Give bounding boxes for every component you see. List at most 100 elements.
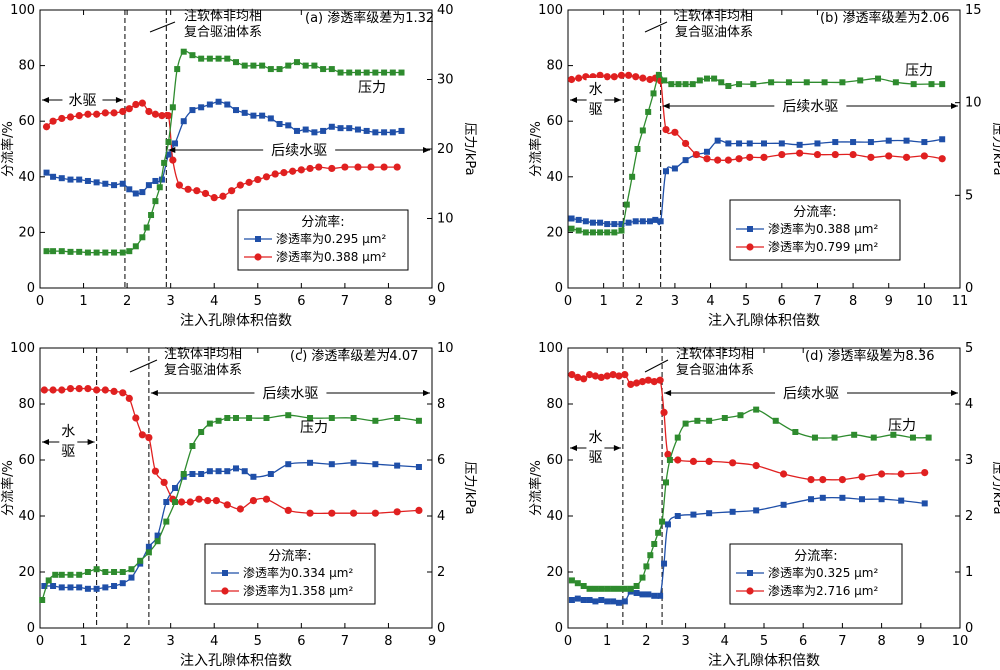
data-point	[398, 69, 405, 76]
data-point	[367, 163, 375, 171]
data-point	[164, 112, 173, 120]
x-tick-label: 6	[297, 294, 305, 309]
x-tick-label: 9	[885, 294, 893, 309]
y-left-tick-label: 20	[18, 565, 35, 580]
data-point	[725, 140, 732, 147]
data-point	[184, 185, 192, 193]
data-point	[328, 415, 335, 421]
data-point	[910, 81, 917, 88]
data-point	[119, 180, 126, 187]
data-point	[796, 149, 804, 157]
y-right-axis-label: 压力/kPa	[990, 461, 1000, 514]
data-point	[206, 101, 213, 108]
x-axis-label: 注入孔隙体积倍数	[708, 313, 820, 329]
data-point	[111, 249, 118, 256]
data-point	[415, 417, 422, 424]
post-water-drive-label: 后续水驱	[782, 98, 838, 115]
data-point	[692, 150, 700, 159]
legend-entry: 渗透率为0.295 μm²	[276, 231, 386, 246]
data-point	[897, 470, 905, 478]
water-drive-label-bg	[62, 91, 103, 109]
water-drive-label-bg	[586, 426, 605, 466]
data-point	[939, 81, 946, 88]
legend-title: 分流率:	[301, 214, 344, 230]
data-point	[145, 434, 153, 442]
data-point	[263, 415, 270, 421]
data-point	[705, 457, 713, 465]
data-point	[821, 79, 828, 86]
legend-marker	[221, 587, 229, 595]
data-point	[75, 112, 83, 120]
data-point	[126, 186, 133, 193]
data-point	[898, 497, 905, 504]
x-tick-label: 6	[778, 294, 786, 309]
y-left-tick-label: 60	[546, 114, 563, 129]
data-point	[285, 461, 292, 468]
data-point	[172, 140, 179, 147]
data-point	[169, 156, 177, 164]
chart-panel-2: 0 1 2 3 4 5 6 7 8 9 10 11020406080100051015注入孔隙体积倍数…	[528, 3, 1000, 329]
legend-marker	[255, 236, 261, 242]
data-point	[394, 415, 401, 421]
data-point	[250, 112, 257, 119]
data-point	[128, 566, 135, 573]
data-point	[297, 166, 305, 174]
arrow-head-right	[951, 103, 958, 109]
data-point	[354, 163, 362, 171]
data-point	[125, 394, 133, 402]
data-point	[154, 538, 161, 545]
data-point	[307, 415, 314, 421]
y-right-axis-label: 压力/kPa	[462, 122, 477, 175]
data-point	[750, 81, 757, 88]
data-point	[768, 79, 775, 86]
data-point	[657, 592, 664, 599]
data-point	[604, 585, 611, 592]
x-tick-label: 4	[706, 294, 714, 309]
data-point	[849, 150, 857, 159]
data-point	[627, 585, 634, 592]
data-point	[729, 459, 737, 467]
panel-label: (d) 渗透率级差为8.36	[805, 348, 934, 364]
y-left-tick-label: 100	[10, 341, 35, 356]
data-point	[93, 585, 100, 592]
data-point	[778, 140, 785, 147]
data-point	[671, 128, 679, 136]
legend-entry: 渗透率为2.716 μm²	[768, 583, 878, 598]
data-point	[660, 408, 668, 416]
y-right-tick-label: 0	[965, 281, 973, 296]
data-point	[293, 59, 300, 66]
data-point	[568, 597, 575, 603]
data-point	[58, 248, 65, 255]
data-point	[111, 569, 118, 575]
data-point	[920, 152, 928, 160]
data-point	[655, 71, 662, 78]
data-point	[661, 560, 668, 567]
data-point	[632, 218, 639, 225]
data-point	[186, 498, 194, 506]
data-point	[629, 173, 636, 180]
data-point	[381, 69, 388, 76]
data-point	[603, 73, 611, 81]
data-point	[193, 187, 201, 195]
data-point	[289, 167, 297, 175]
data-point	[93, 566, 100, 573]
data-point	[870, 434, 877, 441]
data-point	[643, 563, 650, 570]
data-point	[224, 55, 231, 62]
data-point	[101, 109, 109, 117]
legend-entry: 渗透率为0.799 μm²	[768, 239, 878, 254]
data-point	[101, 386, 109, 394]
data-point	[175, 181, 183, 189]
legend-entry: 渗透率为0.388 μm²	[276, 249, 386, 264]
y-right-tick-label: 10	[437, 341, 454, 356]
data-point	[110, 387, 118, 395]
data-point	[714, 137, 721, 144]
data-point	[682, 157, 689, 164]
data-point	[807, 476, 815, 484]
data-point	[760, 153, 768, 161]
data-point	[156, 184, 163, 191]
data-point	[890, 431, 897, 438]
y-right-tick-label: 4	[965, 397, 973, 412]
data-point	[690, 511, 697, 518]
y-right-tick-label: 8	[437, 397, 445, 412]
